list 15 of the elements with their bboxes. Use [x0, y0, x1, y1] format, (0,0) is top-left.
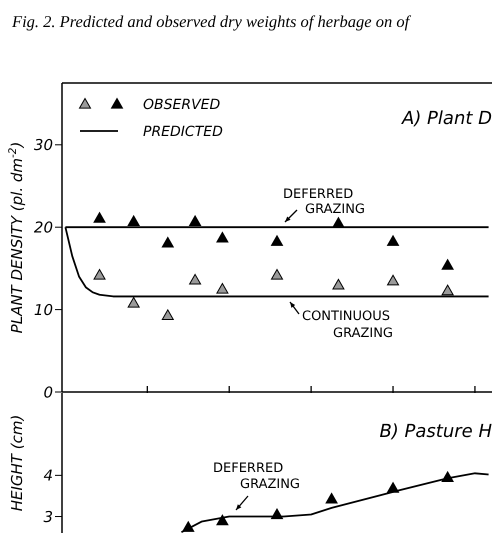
legend-label: OBSERVED — [143, 97, 221, 113]
annotation: DEFERRED GRAZING — [213, 461, 300, 492]
annotation: DEFERRED GRAZING — [283, 187, 366, 217]
y-tick-label: 4 — [43, 466, 53, 485]
legend-label: PREDICTED — [143, 124, 224, 140]
text: B) Pasture H — [379, 421, 492, 442]
y-tick-label: 10 — [34, 300, 53, 319]
y-axis-title: HEIGHT (cm) — [8, 414, 26, 512]
y-tick-label: 30 — [34, 136, 53, 154]
y-tick-label: 20 — [34, 218, 53, 237]
annotation: CONTINUOUS GRAZING — [302, 309, 394, 341]
y-tick-label: 3 — [43, 508, 53, 526]
y-tick-label: 0 — [43, 383, 53, 402]
text: A) Plant D — [401, 108, 492, 129]
chart-title: Fig. 2. Predicted and observed dry weights of herbage on of — [12, 12, 410, 32]
